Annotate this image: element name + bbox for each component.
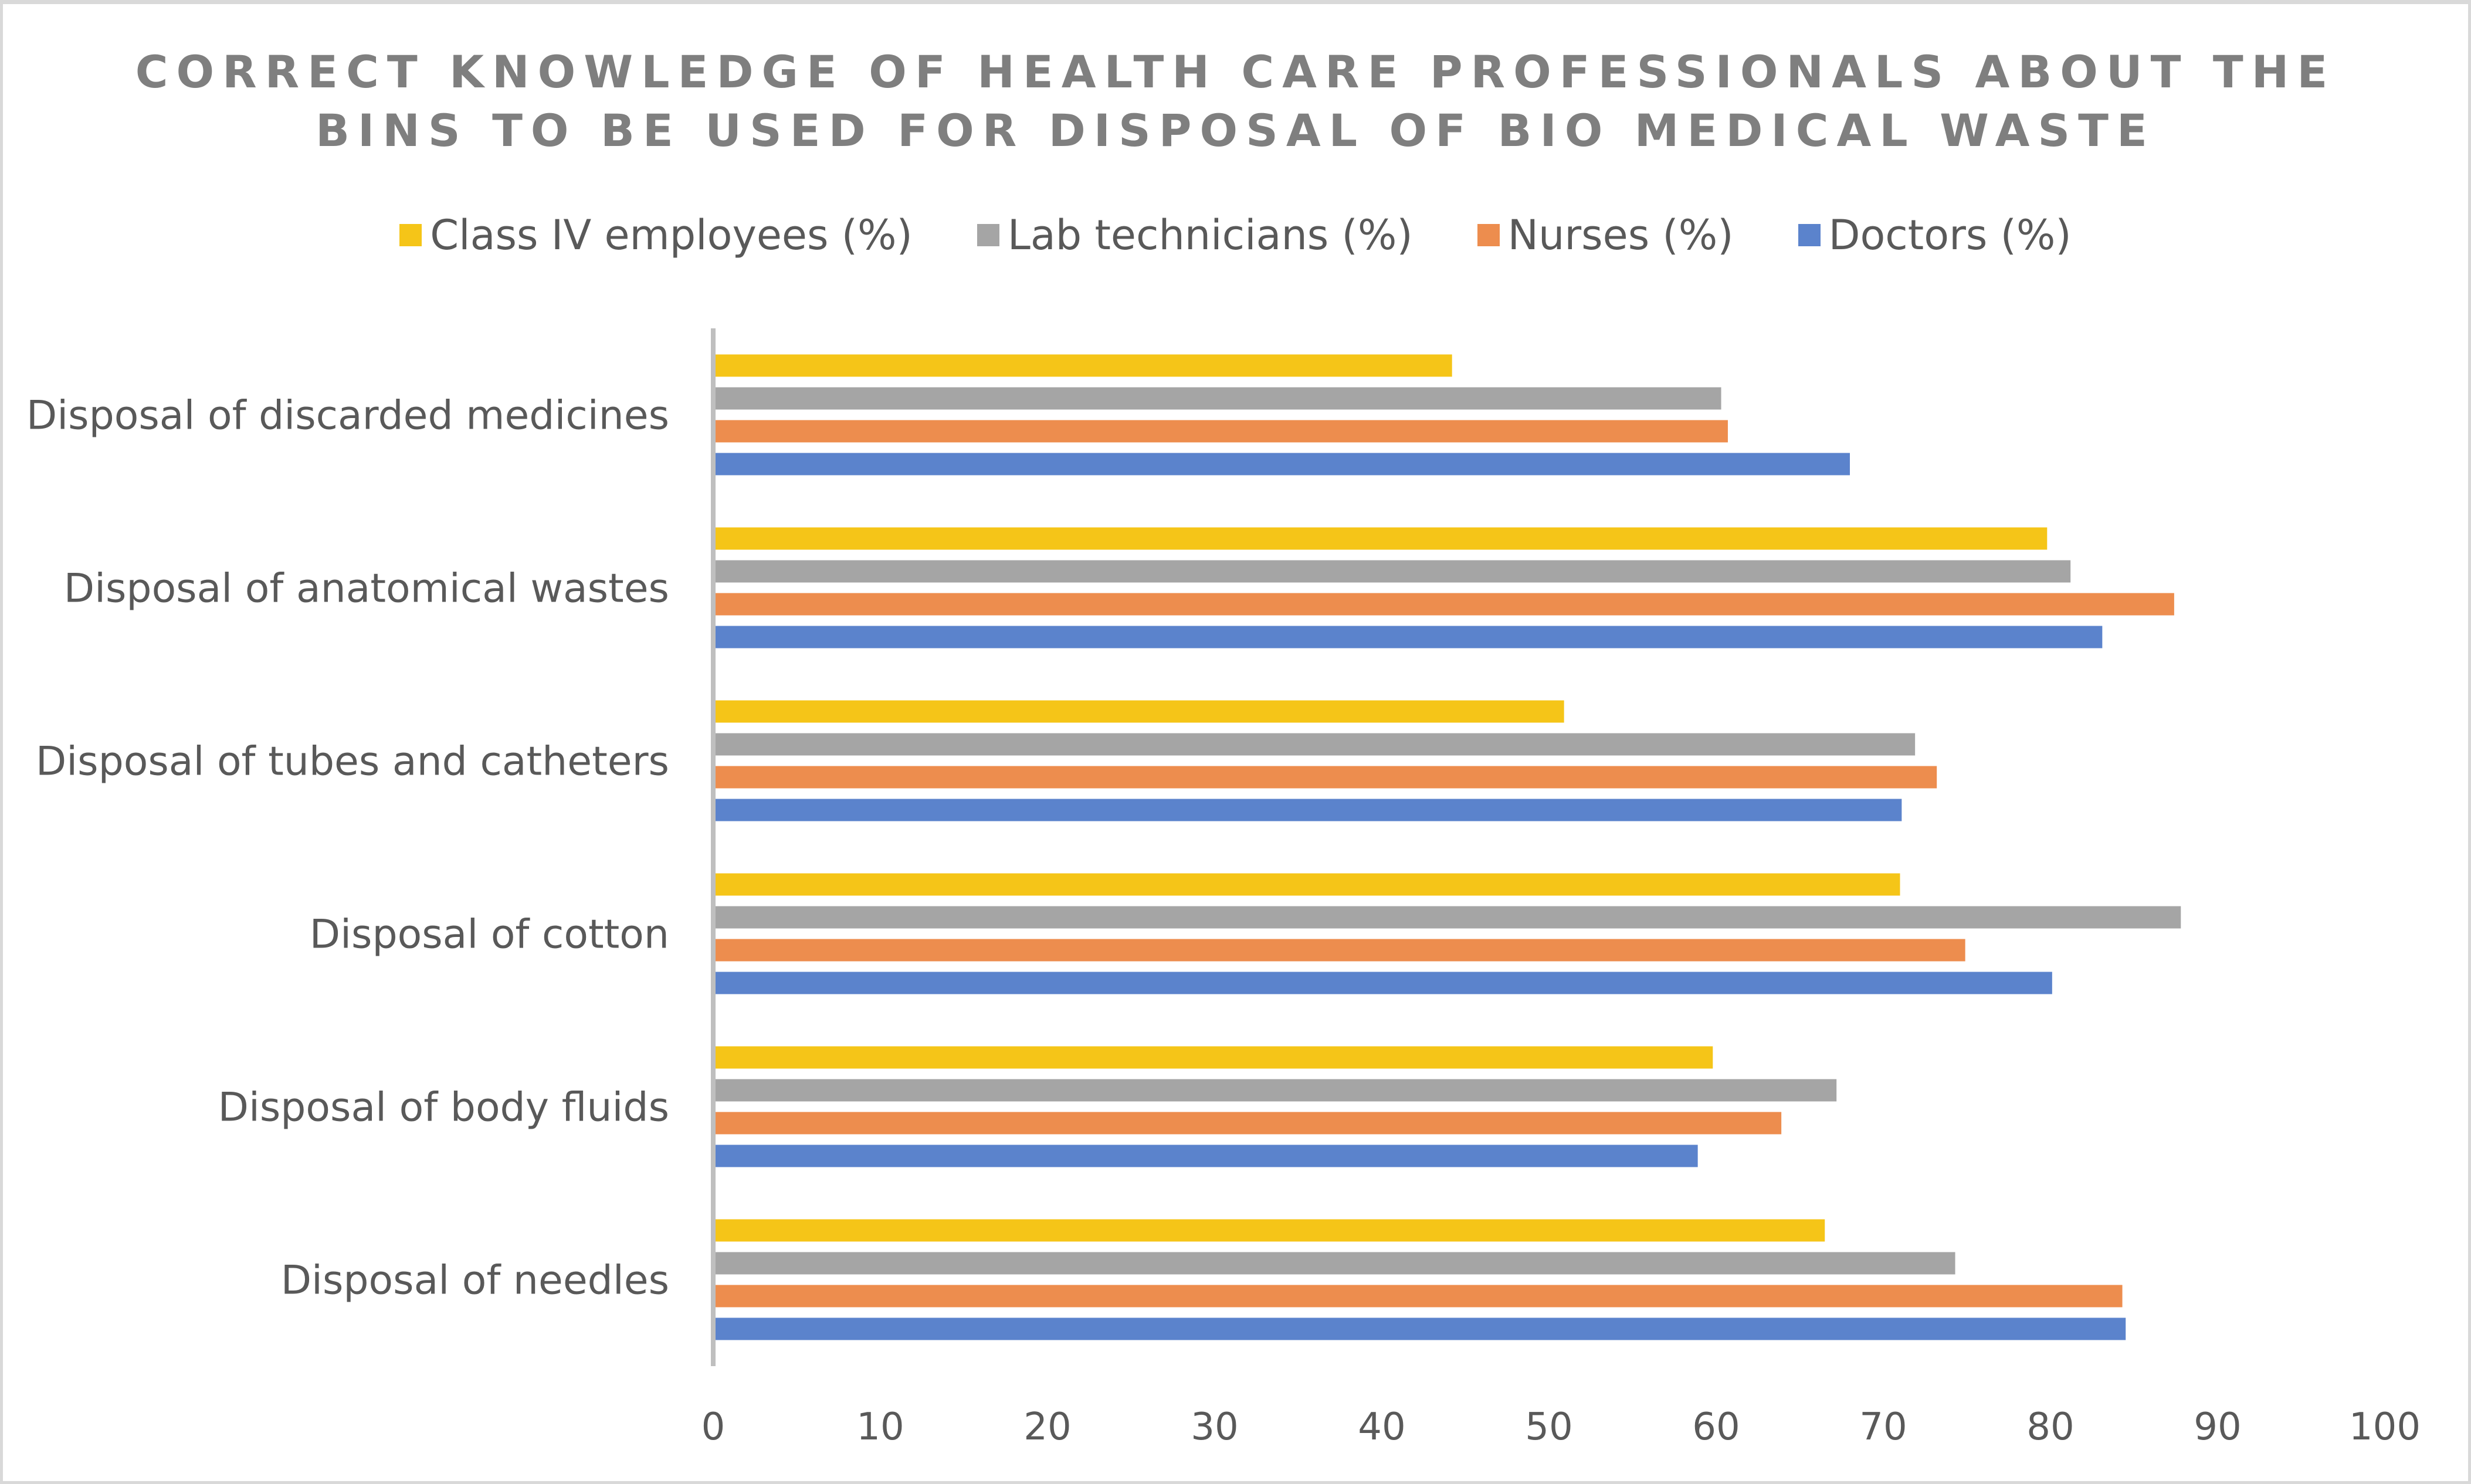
bar bbox=[716, 1079, 1837, 1102]
chart-title-line-1: CORRECT KNOWLEDGE OF HEALTH CARE PROFESS… bbox=[135, 46, 2336, 98]
bar bbox=[716, 766, 1937, 789]
bar bbox=[716, 1219, 1825, 1242]
legend-label: Nurses (%) bbox=[1507, 211, 1734, 259]
legend-item-lab-technicians: Lab technicians (%) bbox=[977, 211, 1413, 259]
bar bbox=[716, 1112, 1782, 1135]
legend-swatch bbox=[1477, 224, 1500, 246]
bar bbox=[716, 420, 1728, 443]
x-tick-label: 0 bbox=[701, 1405, 726, 1449]
chart-title-line-2: BINS TO BE USED FOR DISPOSAL OF BIO MEDI… bbox=[316, 104, 2155, 157]
legend-swatch bbox=[977, 224, 999, 246]
x-tick-label: 50 bbox=[1525, 1405, 1572, 1449]
bar bbox=[716, 1145, 1698, 1167]
bar bbox=[716, 1252, 1955, 1275]
x-tick-label: 60 bbox=[1692, 1405, 1740, 1449]
legend-label: Doctors (%) bbox=[1828, 211, 2072, 259]
bar bbox=[716, 1317, 2126, 1340]
x-tick-label: 40 bbox=[1358, 1405, 1405, 1449]
legend-label: Lab technicians (%) bbox=[1007, 211, 1413, 259]
bar bbox=[716, 733, 1916, 756]
legend-item-nurses: Nurses (%) bbox=[1477, 211, 1734, 259]
x-tick-label: 30 bbox=[1191, 1405, 1238, 1449]
bar bbox=[716, 906, 2181, 929]
bar bbox=[716, 873, 1900, 896]
x-tick-label: 70 bbox=[1859, 1405, 1907, 1449]
bar bbox=[716, 387, 1721, 410]
x-tick-label: 100 bbox=[2349, 1405, 2421, 1449]
bar bbox=[716, 972, 2052, 994]
legend-swatch bbox=[1798, 224, 1821, 246]
x-tick-label: 80 bbox=[2026, 1405, 2074, 1449]
category-label: Disposal of discarded medicines bbox=[26, 393, 669, 439]
bar bbox=[716, 626, 2103, 648]
x-tick-label: 20 bbox=[1023, 1405, 1071, 1449]
x-tick-label: 90 bbox=[2194, 1405, 2241, 1449]
bar bbox=[716, 1285, 2123, 1308]
bar bbox=[716, 939, 1965, 962]
x-tick-label: 10 bbox=[856, 1405, 904, 1449]
category-label: Disposal of tubes and catheters bbox=[36, 739, 669, 785]
legend-label: Class IV employees (%) bbox=[430, 211, 913, 259]
category-label: Disposal of cotton bbox=[310, 912, 669, 958]
category-label: Disposal of anatomical wastes bbox=[64, 566, 669, 612]
bar bbox=[716, 799, 1902, 821]
bar bbox=[716, 593, 2174, 616]
bar bbox=[716, 453, 1850, 476]
legend-item-doctors: Doctors (%) bbox=[1798, 211, 2072, 259]
bar bbox=[716, 527, 2048, 550]
bar bbox=[716, 700, 1564, 723]
legend-item-class-iv: Class IV employees (%) bbox=[399, 211, 913, 259]
legend-swatch bbox=[399, 224, 422, 246]
category-label: Disposal of body fluids bbox=[218, 1085, 669, 1131]
bar bbox=[716, 354, 1452, 377]
category-label: Disposal of needles bbox=[281, 1258, 669, 1304]
bar bbox=[716, 560, 2071, 583]
legend: Class IV employees (%) Lab technicians (… bbox=[0, 211, 2471, 259]
bar bbox=[716, 1046, 1713, 1069]
